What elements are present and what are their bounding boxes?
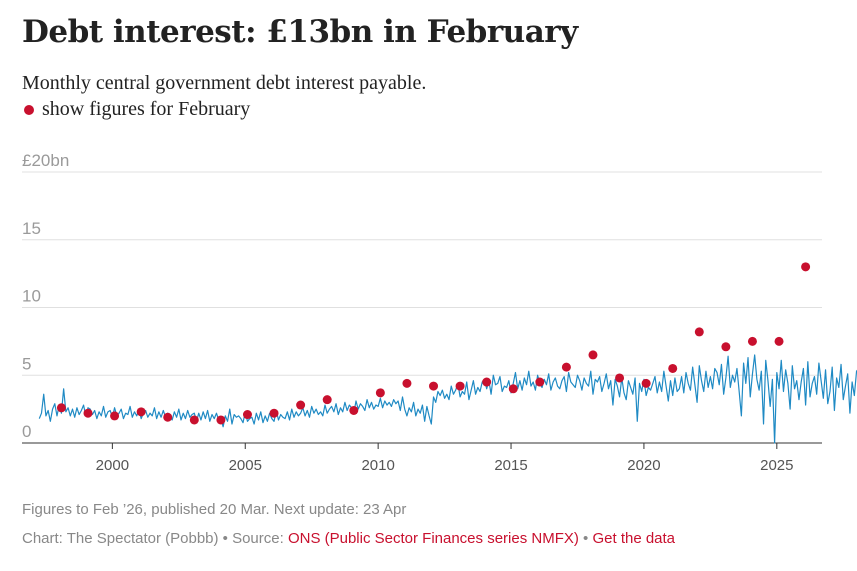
source-link[interactable]: ONS (Public Sector Finances series NMFX) (287, 530, 579, 547)
february-point (296, 400, 306, 410)
february-point (189, 415, 199, 425)
x-tick-label: 2020 (627, 457, 660, 474)
get-the-data-link[interactable]: Get the data (592, 530, 676, 547)
february-point (694, 327, 704, 337)
footer-note: Figures to Feb ’26, published 20 Mar. Ne… (22, 501, 407, 518)
chart-title: Debt interest: £13bn in February (22, 14, 578, 50)
separator-text: • (578, 530, 593, 547)
february-point (402, 378, 412, 388)
february-point (721, 342, 731, 352)
february-point (455, 381, 465, 391)
february-point (482, 377, 492, 387)
february-point (561, 362, 571, 372)
legend: show figures for February (22, 98, 250, 121)
february-point (747, 336, 757, 346)
footer-credit: Chart: The Spectator (Pobbb) • Source: O… (22, 530, 675, 547)
y-axis-tick-labels: 0 5 10 15 £20bn (22, 151, 69, 441)
gridlines (22, 171, 822, 376)
credit-text: Chart: The Spectator (Pobbb) • Source: (22, 530, 288, 547)
february-point (641, 378, 651, 388)
february-point (429, 381, 439, 391)
february-point (136, 407, 146, 417)
y-tick-label: 15 (22, 219, 41, 238)
y-tick-label: 10 (22, 287, 41, 306)
february-point (269, 408, 279, 418)
x-tick-label: 2015 (494, 457, 527, 474)
february-point (242, 410, 252, 420)
february-point (83, 408, 93, 418)
y-tick-label: £20bn (22, 151, 69, 170)
chart-subtitle: Monthly central government debt interest… (22, 72, 427, 94)
february-point (774, 336, 784, 346)
x-axis: 2000 2005 2010 2015 2020 2025 (22, 442, 822, 474)
x-tick-label: 2025 (760, 457, 793, 474)
x-tick-label: 2000 (96, 457, 129, 474)
february-point (588, 350, 598, 360)
february-point (110, 411, 120, 421)
x-tick-label: 2010 (361, 457, 394, 474)
february-point (349, 405, 359, 415)
february-point (615, 373, 625, 383)
february-point (163, 412, 173, 422)
legend-label: show figures for February (42, 98, 251, 120)
february-point (668, 363, 678, 373)
february-point (801, 262, 811, 272)
february-points (56, 262, 811, 425)
february-point (375, 388, 385, 398)
february-point (508, 384, 518, 394)
x-tick-label: 2005 (229, 457, 262, 474)
february-point (535, 377, 545, 387)
february-point (216, 415, 226, 425)
red-dot-legend-icon (24, 104, 34, 115)
debt-interest-series-line (38, 354, 857, 444)
y-tick-label: 0 (22, 422, 31, 441)
february-point (56, 403, 66, 413)
february-point (322, 395, 332, 405)
line-chart: 0 5 10 15 £20bn 2000 2005 2010 2015 2020 2025 (22, 151, 857, 474)
y-tick-label: 5 (22, 354, 31, 373)
